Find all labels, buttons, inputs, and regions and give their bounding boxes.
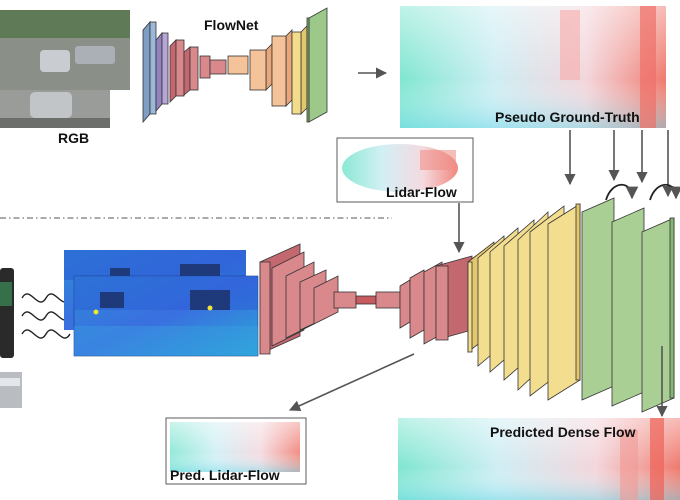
flownet-layer-1 — [142, 20, 157, 124]
rgb-label: RGB — [58, 130, 89, 146]
flownet-layer-4 — [183, 46, 199, 96]
predicted-dense-flow-image — [398, 418, 680, 500]
decoder-green-layer-2 — [611, 207, 645, 407]
curved-arrow-icon — [605, 183, 680, 201]
lidar-flow-image — [336, 137, 474, 203]
arrow-to-pred-lidar-flow — [288, 353, 415, 411]
decoder-yellow-layer-7 — [547, 203, 581, 401]
encoder-layer-5 — [313, 275, 339, 325]
flownet-layer-7 — [227, 55, 249, 75]
rgb-image-stack — [0, 10, 130, 128]
flownet-layer-3 — [169, 39, 185, 103]
decoder-green-stack — [581, 197, 675, 413]
flownet-layer-11 — [306, 7, 328, 123]
encoder-layer-6 — [333, 291, 357, 309]
flownet-network — [142, 7, 328, 124]
encoder-layer-9 — [399, 279, 411, 329]
wave-icon — [21, 293, 71, 339]
encoder-layer-8 — [375, 291, 401, 309]
decoder-yellow-stack — [467, 203, 581, 401]
flownet-layer-9 — [271, 29, 293, 107]
lidar-input-image-front — [73, 275, 259, 357]
encoder-layer-7 — [355, 295, 377, 305]
lidar-sensor-icon — [0, 268, 22, 408]
flownet-layer-10 — [291, 25, 308, 115]
pseudo-ground-truth-image — [400, 6, 666, 128]
flownet-layer-5 — [199, 55, 211, 79]
encoder-network — [259, 243, 473, 355]
flownet-label: FlowNet — [204, 17, 259, 33]
flownet-layer-6 — [209, 59, 227, 75]
flownet-layer-2 — [155, 31, 169, 113]
pseudo-ground-truth-label: Pseudo Ground-Truth — [495, 109, 640, 125]
predicted-dense-flow-label: Predicted Dense Flow — [490, 424, 636, 440]
encoder-layer-12 — [435, 255, 473, 341]
pred-lidar-flow-image — [165, 417, 307, 485]
encoder-layer-10 — [409, 269, 425, 339]
decoder-green-layer-1 — [581, 197, 615, 401]
decoder-green-layer-3 — [641, 217, 675, 413]
lidar-flow-label: Lidar-Flow — [386, 184, 457, 200]
pred-lidar-flow-label: Pred. Lidar-Flow — [170, 467, 280, 483]
flownet-layer-8 — [249, 43, 273, 91]
